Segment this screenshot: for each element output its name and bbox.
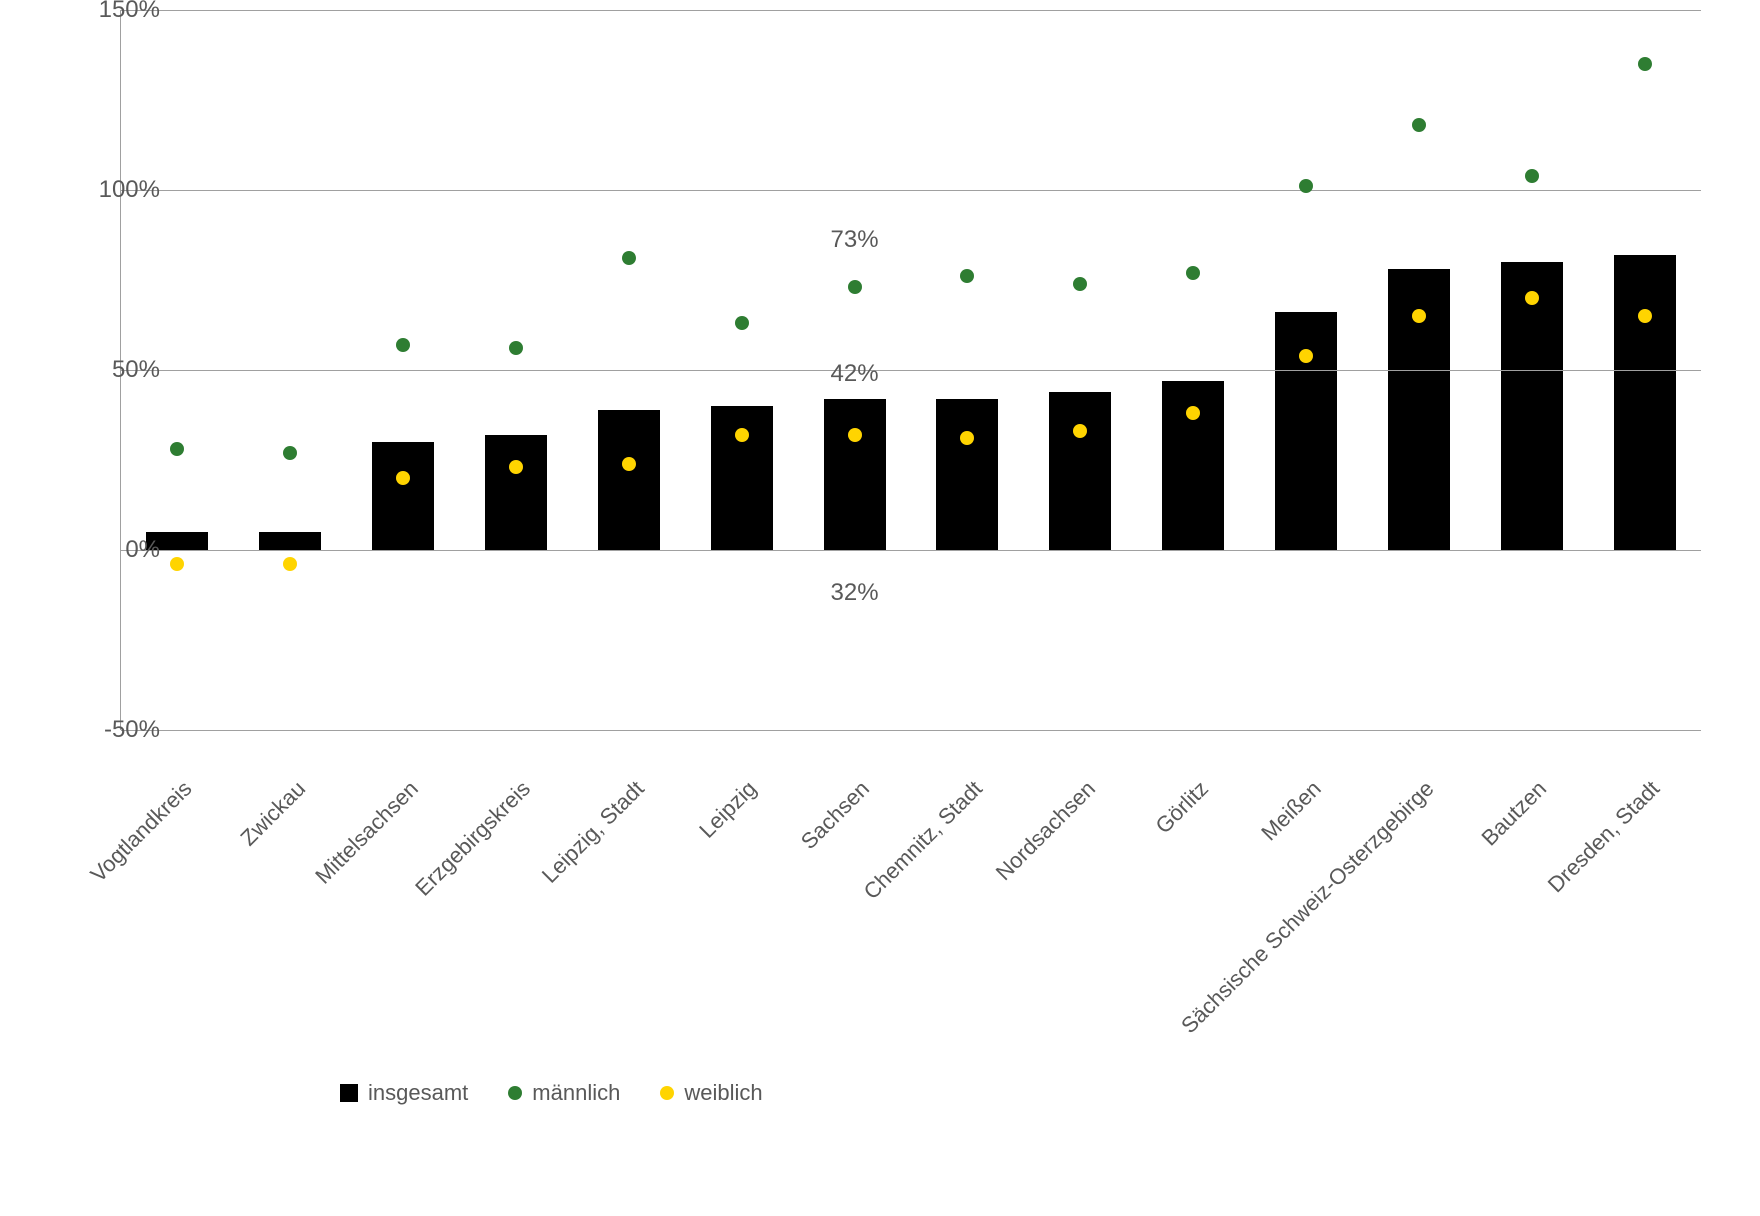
x-tick-label: Erzgebirgskreis [411, 776, 537, 902]
dot-weiblich [622, 457, 636, 471]
dot-maennlich [1638, 57, 1652, 71]
dot-maennlich [1073, 277, 1087, 291]
gridline [121, 10, 1701, 11]
legend-label: männlich [532, 1080, 620, 1106]
dot-maennlich [960, 269, 974, 283]
bar-insgesamt [259, 532, 321, 550]
annotation-label: 73% [831, 226, 879, 254]
gridline [121, 190, 1701, 191]
dot-maennlich [170, 442, 184, 456]
dot-weiblich [848, 428, 862, 442]
bar-insgesamt [824, 399, 886, 550]
dot-weiblich [960, 431, 974, 445]
y-tick-label: 100% [60, 176, 160, 204]
x-tick-label: Sachsen [796, 776, 875, 855]
x-tick-label: Leipzig [694, 776, 762, 844]
x-tick-label: Görlitz [1150, 776, 1213, 839]
y-tick-label: -50% [60, 716, 160, 744]
dot-weiblich [735, 428, 749, 442]
dot-maennlich [1299, 179, 1313, 193]
dot-weiblich [283, 557, 297, 571]
dot-maennlich [509, 341, 523, 355]
gridline [121, 730, 1701, 731]
legend-swatch-weiblich [660, 1086, 674, 1100]
gridline [121, 370, 1701, 371]
bar-insgesamt [1049, 392, 1111, 550]
dot-maennlich [283, 446, 297, 460]
x-tick-label: Chemnitz, Stadt [859, 776, 988, 905]
bar-insgesamt [1614, 255, 1676, 550]
x-tick-label: Zwickau [235, 776, 310, 851]
x-tick-label: Sächsische Schweiz-Osterzgebirge [1176, 776, 1439, 1039]
x-tick-label: Mittelsachsen [310, 776, 424, 890]
y-tick-label: 50% [60, 356, 160, 384]
dot-maennlich [848, 280, 862, 294]
bar-insgesamt [485, 435, 547, 550]
plot-area: 73% 42% 32% [120, 10, 1701, 730]
x-tick-label: Nordsachsen [990, 776, 1100, 886]
legend-item-insgesamt: insgesamt [340, 1080, 468, 1106]
annotation-label: 42% [831, 360, 879, 388]
annotation-label: 32% [831, 579, 879, 607]
dot-weiblich [170, 557, 184, 571]
legend-item-maennlich: männlich [508, 1080, 620, 1106]
bar-insgesamt [598, 410, 660, 550]
dot-weiblich [509, 460, 523, 474]
legend-swatch-maennlich [508, 1086, 522, 1100]
dot-weiblich [1186, 406, 1200, 420]
bar-insgesamt [372, 442, 434, 550]
chart-container: 73%42%32% VogtlandkreisZwickauMittelsach… [0, 0, 1760, 1216]
legend-label: weiblich [684, 1080, 762, 1106]
dot-weiblich [1638, 309, 1652, 323]
y-tick-label: 0% [60, 536, 160, 564]
gridline [121, 550, 1701, 551]
dot-weiblich [1073, 424, 1087, 438]
x-tick-label: Bautzen [1476, 776, 1551, 851]
x-tick-label: Leipzig, Stadt [536, 776, 649, 889]
bar-insgesamt [1501, 262, 1563, 550]
dot-weiblich [1299, 349, 1313, 363]
dot-maennlich [396, 338, 410, 352]
dot-maennlich [1186, 266, 1200, 280]
legend-item-weiblich: weiblich [660, 1080, 762, 1106]
dot-weiblich [396, 471, 410, 485]
dot-weiblich [1412, 309, 1426, 323]
x-tick-label: Dresden, Stadt [1543, 776, 1665, 898]
x-tick-label: Meißen [1256, 776, 1326, 846]
dot-maennlich [622, 251, 636, 265]
bar-insgesamt [936, 399, 998, 550]
legend-label: insgesamt [368, 1080, 468, 1106]
dot-maennlich [1412, 118, 1426, 132]
x-tick-label: Vogtlandkreis [86, 776, 198, 888]
y-tick-label: 150% [60, 0, 160, 24]
dot-weiblich [1525, 291, 1539, 305]
dot-maennlich [1525, 169, 1539, 183]
legend: insgesamt männlich weiblich [340, 1080, 763, 1106]
x-axis-labels: VogtlandkreisZwickauMittelsachsenErzgebi… [120, 750, 1700, 1110]
dot-maennlich [735, 316, 749, 330]
legend-swatch-insgesamt [340, 1084, 358, 1102]
